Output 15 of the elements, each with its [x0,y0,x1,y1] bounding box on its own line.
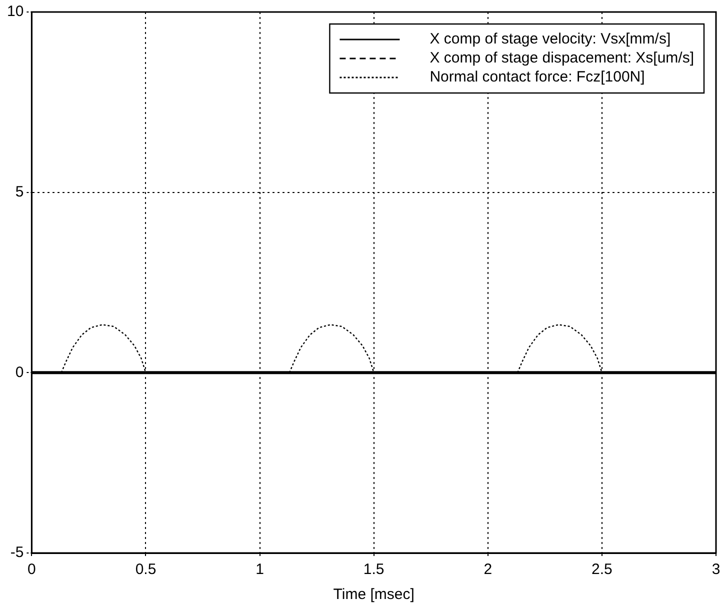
y-tick-label: -5 [10,544,24,562]
x-tick-label: 0 [28,561,36,578]
y-tick-label: 0 [15,364,24,381]
legend-label: Normal contact force: Fcz[100N] [430,68,645,86]
x-axis-title: Time [msec] [333,586,414,604]
x-tick-label: 2.5 [592,561,612,578]
y-tick-label: 5 [15,183,24,200]
legend-label: X comp of stage dispacement: Xs[um/s] [430,50,694,67]
x-tick-label: 3 [712,561,720,578]
x-tick-label: 0.5 [135,561,156,578]
legend-label: X comp of stage velocity: Vsx[mm/s] [430,30,671,48]
x-tick-label: 2 [484,561,492,578]
y-tick-label: 10 [6,3,24,20]
x-tick-label: 1.5 [363,561,384,578]
x-tick-label: 1 [256,561,264,578]
